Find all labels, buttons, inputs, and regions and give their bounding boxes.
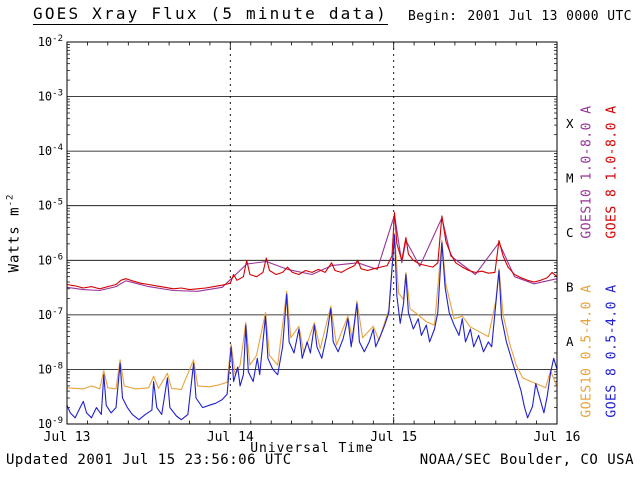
y-axis-title-exponent: -2 (5, 193, 16, 207)
x-tick-label: Jul 15 (370, 430, 417, 445)
series-group (67, 211, 557, 421)
flare-class-C: C (566, 225, 574, 240)
series-goes10-long (67, 214, 557, 292)
legend-goes10-long: GOES10 1.0-8.0 A (579, 105, 595, 239)
y-tick-label: 10-4 (38, 143, 63, 158)
begin-label: Begin: (408, 9, 458, 24)
y-tick-label: 10-5 (38, 198, 63, 213)
y-tick-labels: 10-2 10-3 10-4 10-5 10-6 10-7 10-8 10-9 (38, 34, 63, 431)
flare-class-M: M (566, 170, 574, 185)
begin-time: Begin: 2001 Jul 13 0000 UTC (408, 9, 632, 24)
page-title: GOES Xray Flux (5 minute data) (33, 4, 388, 25)
updated-timestamp: Updated 2001 Jul 15 23:56:06 UTC (6, 452, 292, 468)
legend-goes8-long: GOES 8 1.0-8.0 A (604, 105, 620, 239)
flare-class-B: B (566, 280, 574, 295)
y-tick-label: 10-8 (38, 361, 63, 376)
y-tick-label: 10-9 (38, 416, 63, 431)
plot-border (66, 41, 558, 425)
flare-class-A: A (566, 334, 574, 349)
series-goes8-long (67, 211, 557, 291)
x-axis-title: Universal Time (250, 441, 374, 456)
legend-goes10-short: GOES10 0.5-4.0 A (579, 284, 595, 418)
y-axis-title: Watts m-2 (6, 194, 23, 273)
begin-value: 2001 Jul 13 0000 UTC (467, 9, 632, 24)
gridlines (67, 42, 557, 424)
flare-class-X: X (566, 116, 574, 131)
legend-goes8-short: GOES 8 0.5-4.0 A (604, 284, 620, 418)
x-tick-labels: Jul 13 Jul 14 Jul 15 Jul 16 (44, 430, 581, 445)
y-axis-title-text: Watts m (6, 206, 23, 273)
x-tick-label: Jul 16 (534, 430, 581, 445)
x-tick-label: Jul 14 (207, 430, 254, 445)
x-tick-label: Jul 13 (44, 430, 91, 445)
series-goes10-short (67, 232, 557, 390)
axis-ticks (67, 42, 557, 424)
y-tick-label: 10-2 (38, 34, 63, 49)
y-tick-label: 10-6 (38, 252, 63, 267)
flare-class-scale: X M C B A (566, 116, 574, 349)
source-attribution: NOAA/SEC Boulder, CO USA (419, 452, 634, 468)
y-tick-label: 10-3 (38, 89, 63, 104)
y-tick-label: 10-7 (38, 307, 63, 322)
series-goes8-short (67, 234, 557, 421)
